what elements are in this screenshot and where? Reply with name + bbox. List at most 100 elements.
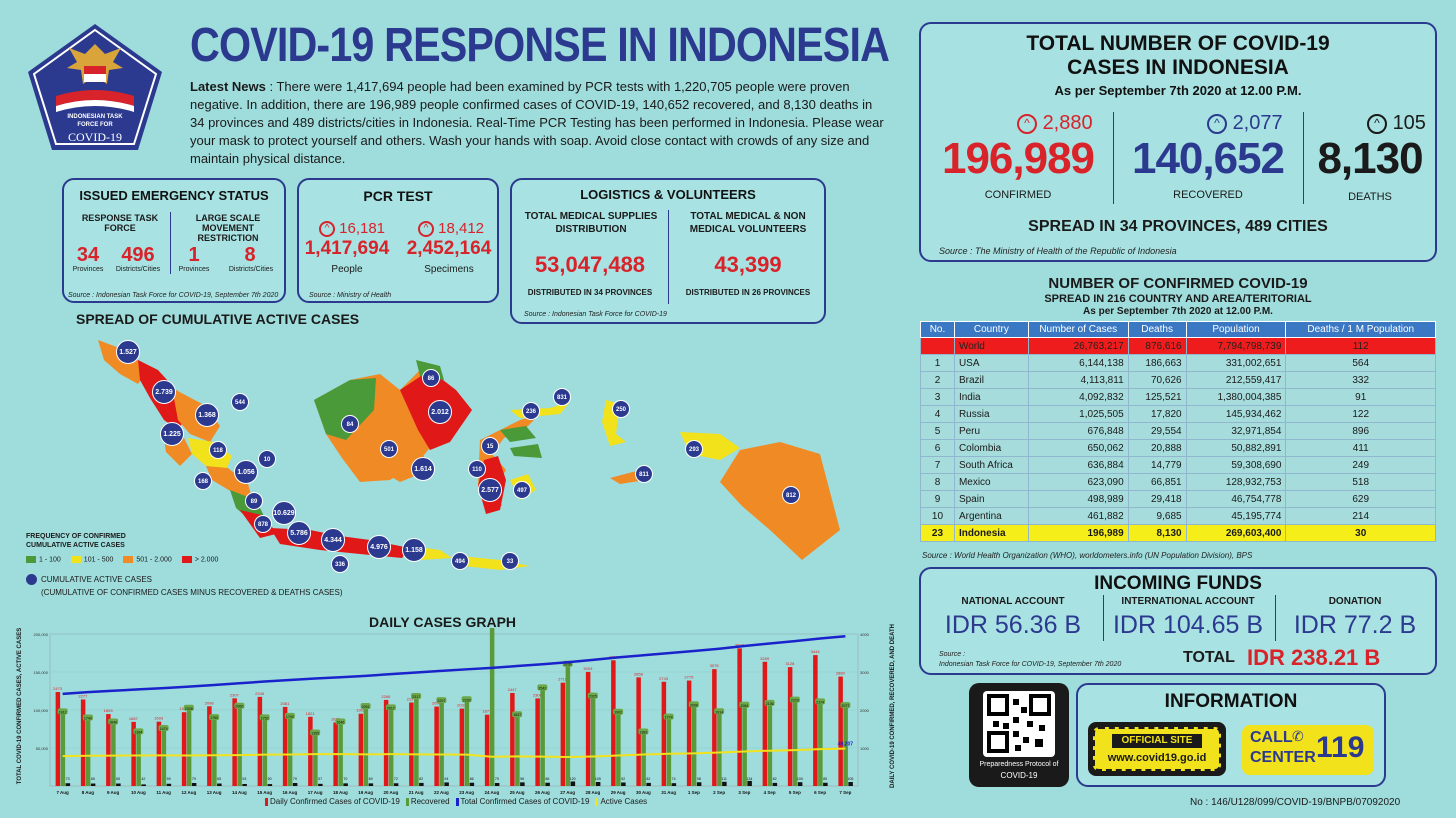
confirmed-label: 2037 <box>457 703 467 708</box>
qr-label-1: Preparedness Protocol of <box>979 761 1059 768</box>
pcr-people-increase: 16,181 <box>339 220 386 237</box>
recovered-label: 1646 <box>109 720 117 724</box>
recovered-label-bg <box>815 698 826 705</box>
map-bubble: 4.976 <box>367 535 391 559</box>
recovered-label-bg <box>284 712 295 719</box>
recovered-bar <box>666 718 672 786</box>
table-row: World 26,763,217 876,616 7,794,798,739 112 <box>920 337 1436 355</box>
table-cell: 91 <box>1285 388 1436 406</box>
table-header: Country <box>953 321 1029 338</box>
psbb-provinces-value: 1 <box>188 244 200 266</box>
deaths-bar <box>166 783 172 786</box>
table-cell: 26,763,217 <box>1027 337 1129 355</box>
table-row: 1 USA 6,144,138 186,663 331,002,651 564 <box>920 354 1436 372</box>
recovered-label: 1749 <box>84 717 92 721</box>
volunteers-value: 43,399 <box>714 252 782 277</box>
x-tick-label: 9 Aug <box>107 790 120 795</box>
totals-title-2: CASES IN INDONESIA <box>1067 56 1289 79</box>
table-cell: Mexico <box>953 473 1029 491</box>
call-center-number: 119 <box>1316 731 1365 764</box>
x-tick-label: 3 Sep <box>738 790 750 795</box>
psbb-districts-label: Districts/Cities <box>228 266 274 273</box>
map-bubble: 336 <box>331 555 349 573</box>
table-cell: 125,521 <box>1127 388 1187 406</box>
confirmed-label: 1902 <box>356 708 366 713</box>
recovered-label: 2006 <box>185 707 193 711</box>
confirmed-label: 3444 <box>811 649 821 654</box>
confirmed-bar <box>106 714 111 786</box>
table-cell: 214 <box>1285 507 1436 525</box>
table-cell: 50,882,891 <box>1185 439 1287 457</box>
national-account-value: IDR 56.36 B <box>944 611 1082 639</box>
deaths-bar <box>570 781 576 786</box>
map-bubble: 10.629 <box>272 501 296 525</box>
table-cell: 896 <box>1285 422 1436 440</box>
funds-source-2: Indonesian Task Force for COVID-19, Sept… <box>939 661 1122 668</box>
pcr-people-label: People <box>331 264 363 275</box>
x-tick-label: 22 Aug <box>434 790 449 795</box>
psbb-provinces-label: Provinces <box>178 266 210 273</box>
official-site-label: OFFICIAL SITE <box>1112 734 1202 748</box>
confirmed-label: 2098 <box>205 700 215 705</box>
confirmed-label: 2473 <box>53 686 63 691</box>
deaths-bar <box>419 782 424 786</box>
recovered-label: 1760 <box>210 716 218 720</box>
table-cell: 461,882 <box>1027 507 1129 525</box>
map-bubble: 831 <box>553 388 571 406</box>
donation-label: DONATION <box>1328 596 1382 607</box>
recovered-label: RECOVERED <box>1173 189 1243 201</box>
confirmed-label: 3075 <box>710 663 720 668</box>
recovered-label: 1384 <box>134 730 142 734</box>
qr-card[interactable]: Preparedness Protocol of COVID-19 <box>969 683 1069 787</box>
official-site-badge[interactable]: OFFICIAL SITE www.covid19.go.id <box>1088 722 1226 776</box>
active-last-label: 49,207 <box>838 742 854 748</box>
emergency-source: Source : Indonesian Task Force for COVID… <box>68 292 279 299</box>
recovered-label: 2317 <box>412 695 420 699</box>
confirmed-label: CONFIRMED <box>984 189 1052 201</box>
deaths-bar <box>823 782 828 786</box>
recovered-label-bg <box>310 729 321 736</box>
task-force-districts-label: Districts/Cities <box>115 266 161 273</box>
recovered-label-bg <box>638 728 649 735</box>
confirmed-bar <box>156 721 162 786</box>
garuda-shield-icon <box>28 24 162 150</box>
confirmed-label: 3003 <box>583 666 593 671</box>
international-account-label: INTERNATIONAL ACCOUNT <box>1121 596 1255 607</box>
map-bubble: 2.012 <box>428 400 452 424</box>
deaths-label: 72 <box>394 777 398 781</box>
chart-legend: Daily Confirmed Cases of COVID-19 Recover… <box>265 797 647 806</box>
world-title: NUMBER OF CONFIRMED COVID-19 <box>1048 275 1308 292</box>
recovered-label: 1792 <box>286 715 294 719</box>
table-row: 6 Colombia 650,062 20,888 50,882,891 411 <box>920 439 1436 457</box>
recovered-label: 3166 <box>564 663 572 667</box>
confirmed-bar <box>787 667 793 786</box>
deaths-label: 65 <box>217 777 221 781</box>
map-bubble: 878 <box>254 515 272 533</box>
recovered-bar <box>489 628 495 786</box>
deaths-bar <box>621 782 626 786</box>
table-cell: 3 <box>920 388 955 406</box>
table-cell: 128,932,753 <box>1185 473 1287 491</box>
confirmed-bar <box>80 699 86 786</box>
table-cell: 122 <box>1285 405 1436 423</box>
table-row: 4 Russia 1,025,505 17,820 145,934,462 122 <box>920 405 1436 423</box>
confirmed-bar <box>383 699 389 786</box>
emergency-status-panel: ISSUED EMERGENCY STATUS RESPONSE TASK FO… <box>62 178 286 303</box>
table-cell: 145,934,462 <box>1185 405 1287 423</box>
table-header: Number of Cases <box>1027 321 1129 338</box>
confirmed-label: 2743 <box>659 676 669 681</box>
table-cell: 7,794,798,739 <box>1185 337 1287 355</box>
map-bubble: 10 <box>258 450 276 468</box>
world-cases-table: No. Country Number of Cases Deaths Populatio… <box>920 321 1436 542</box>
deaths-label: 73 <box>66 777 70 781</box>
recovered-increase: 2,077 <box>1232 112 1283 134</box>
call-center-badge[interactable]: CALL ✆ CENTER 119 <box>1242 725 1374 775</box>
table-cell: 10 <box>920 507 955 525</box>
confirmed-bar <box>585 671 591 786</box>
deaths-label: 94 <box>444 777 448 781</box>
chart-title: DAILY CASES GRAPH <box>369 614 517 630</box>
confirmed-bar <box>510 693 515 786</box>
x-tick-label: 1 Sep <box>688 790 700 795</box>
legend-swatch <box>455 797 459 806</box>
deaths-bar <box>343 783 348 786</box>
